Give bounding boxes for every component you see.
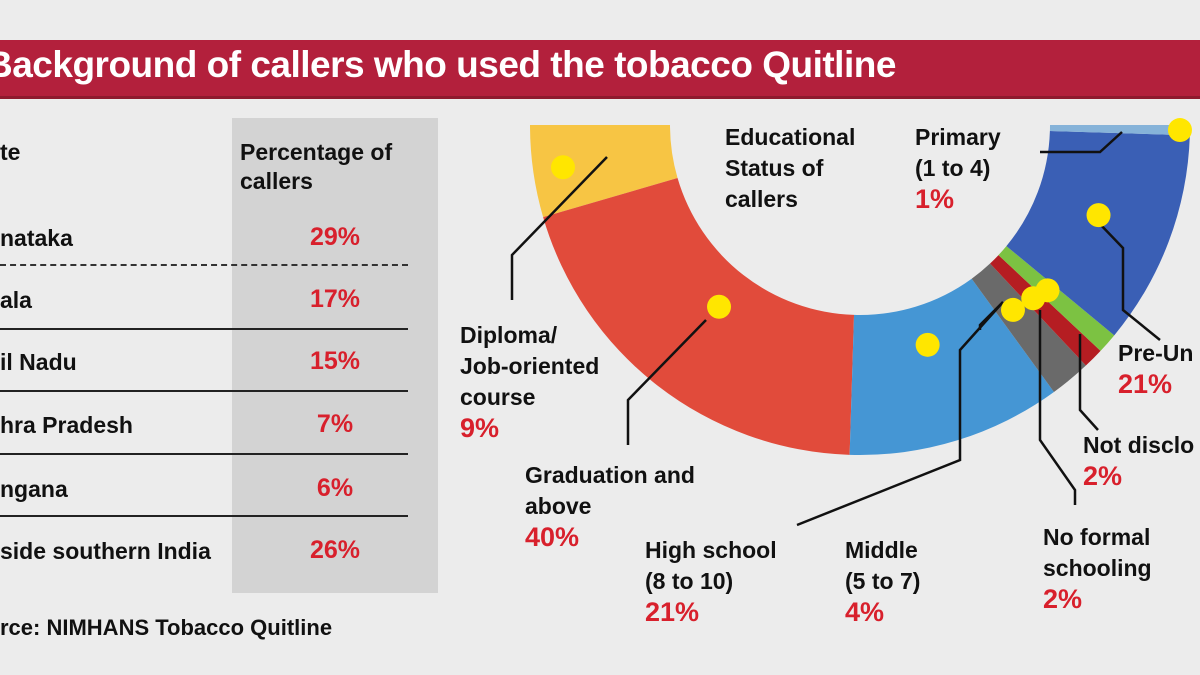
label-pct: 21% xyxy=(645,597,700,627)
table-row-state: nataka xyxy=(0,225,73,251)
marker-dot xyxy=(1035,278,1060,303)
state-header: te xyxy=(0,139,21,165)
label-text: Diploma/ xyxy=(460,322,558,348)
slice-no-formal-schooling xyxy=(990,255,1101,366)
marker-dot xyxy=(915,332,940,357)
marker-dot xyxy=(1167,118,1192,143)
label-pct: 9% xyxy=(460,413,500,443)
leader-line xyxy=(1097,221,1161,341)
label-high-school: High school (8 to 10) 21% xyxy=(645,535,777,628)
row-divider xyxy=(0,264,408,266)
slice-graduation-and-above xyxy=(543,178,855,455)
leader-line xyxy=(1040,131,1123,154)
table-row-value: 26% xyxy=(309,536,361,564)
slice-not-disclo xyxy=(998,246,1115,351)
title-bar: Background of callers who used the tobac… xyxy=(0,40,1200,99)
marker-dot xyxy=(1000,297,1025,322)
table-row-state: il Nadu xyxy=(0,349,77,375)
label-text: (8 to 10) xyxy=(645,568,734,594)
table-row-value: 17% xyxy=(309,285,361,313)
table-row-state: ngana xyxy=(0,476,68,502)
row-divider xyxy=(0,328,408,330)
slice-middle-5-to-7- xyxy=(971,263,1086,392)
table-row-value: 29% xyxy=(309,223,361,251)
label-middle: Middle (5 to 7) 4% xyxy=(845,535,920,628)
page-title: Background of callers who used the tobac… xyxy=(0,44,896,85)
table-row-value: 15% xyxy=(309,347,361,375)
label-pct: 21% xyxy=(1118,369,1173,399)
source-note: rce: NIMHANS Tobacco Quitline xyxy=(0,615,333,640)
slice-primary-1-to-4- xyxy=(1049,125,1190,136)
label-text: schooling xyxy=(1043,555,1152,581)
marker-dot xyxy=(1086,203,1111,228)
row-divider xyxy=(0,453,408,455)
label-pct: 2% xyxy=(1043,584,1083,614)
slice-pre-un xyxy=(1006,130,1190,336)
label-diploma: Diploma/ Job-oriented course 9% xyxy=(460,320,599,444)
label-text: High school xyxy=(645,537,777,563)
table-row-value: 7% xyxy=(316,410,354,438)
label-primary: Primary (1 to 4) 1% xyxy=(915,122,1001,215)
label-pct: 2% xyxy=(1083,461,1123,491)
label-no-formal: No formal schooling 2% xyxy=(1043,522,1152,615)
label-pre-university: Pre-Un 21% xyxy=(1118,338,1193,400)
table-row-value: 6% xyxy=(316,474,354,502)
label-text: Primary xyxy=(915,124,1001,150)
chart-title: Educational Status of callers xyxy=(725,122,855,215)
table-row-state: side southern India xyxy=(0,538,211,564)
chart-title-line: Status of xyxy=(725,155,824,181)
chart-title-line: Educational xyxy=(725,124,856,150)
label-text: Graduation and xyxy=(525,462,695,488)
label-text: Pre-Un xyxy=(1118,340,1194,366)
marker-dot xyxy=(550,155,575,180)
label-text: Middle xyxy=(845,537,918,563)
label-not-disclosed: Not disclo 2% xyxy=(1083,430,1194,492)
leader-line xyxy=(978,301,1004,330)
label-pct: 4% xyxy=(845,597,885,627)
row-divider xyxy=(0,390,408,392)
label-text: No formal xyxy=(1043,524,1151,550)
percentage-column-bg xyxy=(232,118,438,593)
marker-dot xyxy=(707,294,732,319)
label-text: Not disclo xyxy=(1083,432,1195,458)
slice-high-school-8-to-10- xyxy=(849,278,1054,455)
leader-line xyxy=(510,156,608,300)
percentage-header: Percentage of callers xyxy=(240,139,393,194)
leader-line xyxy=(796,301,1004,527)
label-text: (1 to 4) xyxy=(915,155,991,181)
slice-diploma-job-oriented-course xyxy=(530,125,678,218)
leader-line xyxy=(626,319,707,445)
chart-title-line: callers xyxy=(725,186,798,212)
table-row-state: ala xyxy=(0,287,32,313)
label-text: above xyxy=(525,493,592,519)
row-divider xyxy=(0,515,408,517)
label-text: (5 to 7) xyxy=(845,568,921,594)
label-graduation: Graduation and above 40% xyxy=(525,460,695,553)
leader-line xyxy=(1038,310,1077,505)
label-pct: 1% xyxy=(915,184,955,214)
table-row-state: hra Pradesh xyxy=(0,412,133,438)
label-text: Job-oriented xyxy=(460,353,600,379)
label-pct: 40% xyxy=(525,522,580,552)
leader-line xyxy=(1078,334,1099,431)
label-text: course xyxy=(460,384,536,410)
